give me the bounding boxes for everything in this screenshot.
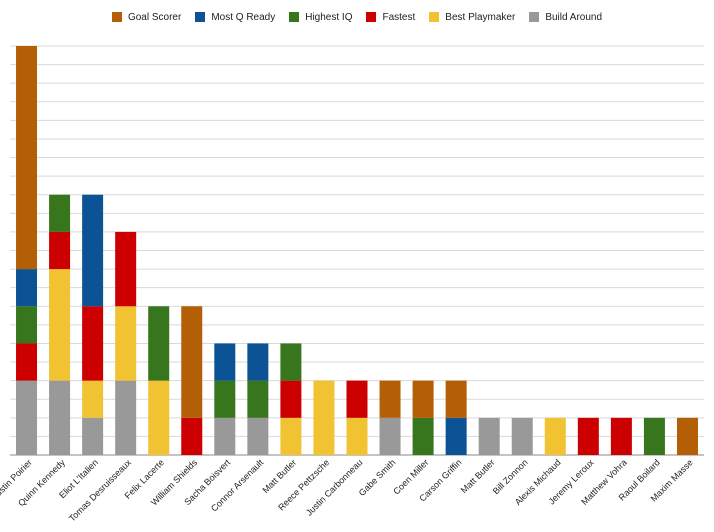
legend-label-build-around: Build Around (545, 11, 603, 23)
bar-segment (544, 417, 566, 455)
bar-segment (214, 417, 236, 455)
bar-segment (445, 380, 467, 418)
legend-swatch-build-around (529, 12, 540, 22)
legend-item-goal-scorer: Goal Scorer (111, 11, 182, 23)
bar-segment (82, 417, 104, 455)
bar-segment (379, 380, 401, 418)
bar-segment (181, 306, 203, 418)
bar-segment (247, 343, 269, 381)
bar-segment (280, 417, 302, 455)
bar-segment (49, 194, 71, 232)
bar-segment (82, 380, 104, 418)
legend-label-goal-scorer: Goal Scorer (127, 11, 182, 23)
bar-segment (148, 306, 170, 381)
bar-segment (313, 380, 335, 455)
legend-label-best-playmaker: Best Playmaker (445, 11, 516, 23)
bar-segment (412, 417, 434, 455)
bar-segment (676, 417, 698, 455)
legend-swatch-fastest (366, 12, 377, 22)
bar-segment (280, 380, 302, 418)
bar-segment (445, 417, 467, 455)
bar-segment (511, 417, 533, 455)
bar-segment (247, 417, 269, 455)
bar-segment (280, 343, 302, 381)
bar-segment (643, 417, 665, 455)
bar-segment (49, 231, 71, 270)
bar-segment (346, 417, 368, 455)
bar-segment (478, 417, 500, 455)
bar-segment (115, 306, 137, 381)
bar-segment (49, 269, 71, 381)
x-tick-label: Justin Carbonneau (304, 457, 365, 518)
legend-item-fastest: Fastest (366, 12, 415, 23)
bar-segment (49, 380, 71, 455)
chart-legend: Goal Scorer Most Q Ready Highest IQ Fast… (0, 8, 714, 26)
bar-segment (16, 306, 38, 344)
legend-item-highest-iq: Highest IQ (289, 12, 352, 23)
legend-item-build-around: Build Around (529, 12, 602, 23)
legend-label-fastest: Fastest (382, 11, 416, 23)
bar-segment (379, 417, 401, 455)
bar-segment (610, 417, 632, 455)
x-tick-label: Tomas Desruisseaux (67, 457, 133, 523)
legend-swatch-highest-iq (289, 12, 300, 22)
legend-item-best-playmaker: Best Playmaker (429, 12, 515, 23)
bar-segment (148, 380, 170, 455)
bar-segment (16, 269, 38, 307)
legend-swatch-goal-scorer (111, 12, 122, 22)
bar-segment (16, 46, 38, 270)
legend-swatch-most-q-ready (195, 12, 206, 22)
bar-segment (412, 380, 434, 418)
bar-segment (115, 380, 137, 455)
bar-segment (214, 380, 236, 418)
bar-segment (16, 343, 38, 381)
bar-segment (247, 380, 269, 418)
legend-label-most-q-ready: Most Q Ready (211, 11, 276, 23)
bar-segment (346, 380, 368, 418)
bar-segment (214, 343, 236, 381)
bar-segment (82, 306, 104, 381)
legend-item-most-q-ready: Most Q Ready (195, 12, 275, 23)
bar-segment (181, 417, 203, 455)
bar-segment (577, 417, 599, 455)
legend-label-highest-iq: Highest IQ (305, 11, 353, 23)
bar-segment (82, 194, 104, 307)
bar-segment (16, 380, 38, 455)
legend-swatch-best-playmaker (429, 12, 440, 22)
bar-segment (115, 231, 137, 307)
